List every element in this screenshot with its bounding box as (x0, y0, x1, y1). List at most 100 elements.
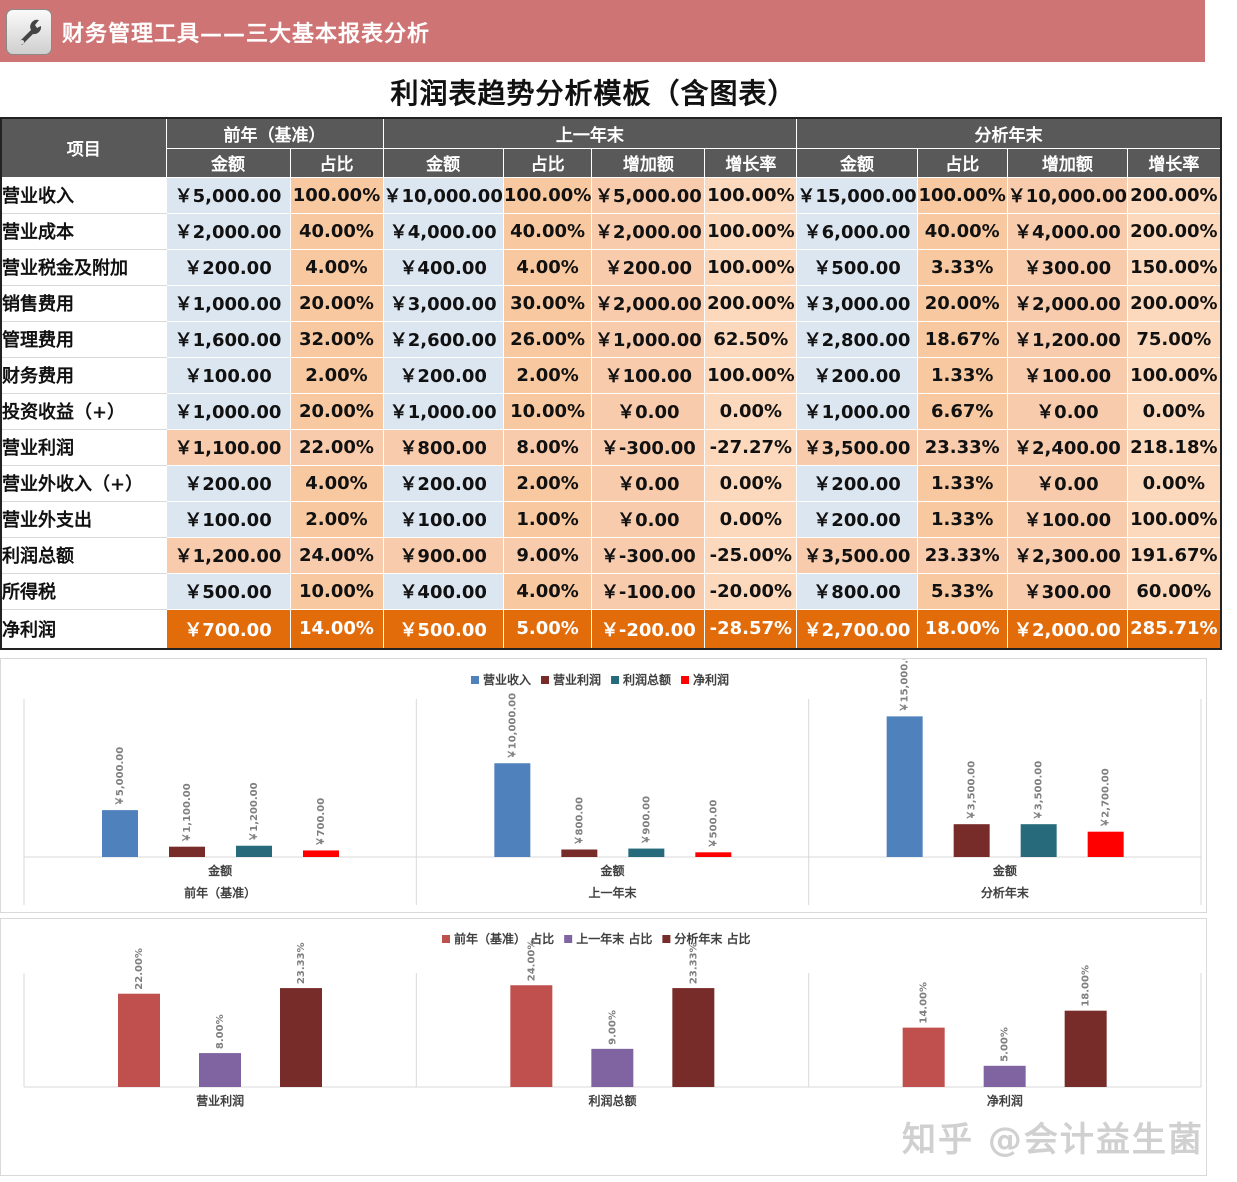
table-cell[interactable]: ￥400.00 (382, 572, 504, 610)
table-cell[interactable]: ￥0.00 (591, 392, 706, 430)
table-cell[interactable]: ￥100.00 (165, 356, 291, 394)
table-cell[interactable]: ￥100.00 (165, 500, 291, 538)
table-cell[interactable]: 3.33% (916, 248, 1008, 286)
table-cell[interactable]: ￥1,000.00 (165, 392, 291, 430)
table-cell[interactable]: 100.00% (916, 176, 1008, 214)
table-cell[interactable]: ￥100.00 (382, 500, 504, 538)
table-cell[interactable]: 200.00% (1127, 212, 1222, 250)
table-cell[interactable]: ￥1,000.00 (382, 392, 504, 430)
table-cell[interactable]: ￥4,000.00 (382, 212, 504, 250)
table-cell[interactable]: 0.00% (704, 392, 798, 430)
table-cell[interactable]: ￥2,000.00 (165, 212, 291, 250)
table-cell[interactable]: -25.00% (704, 536, 798, 574)
table-cell[interactable]: 23.33% (916, 536, 1008, 574)
table-cell[interactable]: 10.00% (289, 572, 384, 610)
table-cell[interactable]: 24.00% (289, 536, 384, 574)
table-cell[interactable]: 20.00% (289, 284, 384, 322)
table-cell[interactable]: 4.00% (289, 464, 384, 502)
table-cell[interactable]: 62.50% (704, 320, 798, 358)
table-cell[interactable]: 100.00% (704, 176, 798, 214)
table-cell[interactable]: 8.00% (502, 428, 593, 466)
table-cell[interactable]: ￥2,800.00 (796, 320, 918, 358)
table-cell[interactable]: 23.33% (916, 428, 1008, 466)
table-cell[interactable]: ￥3,000.00 (382, 284, 504, 322)
table-cell[interactable]: ￥0.00 (591, 500, 706, 538)
table-cell[interactable]: ￥200.00 (796, 356, 918, 394)
table-cell[interactable]: ￥800.00 (382, 428, 504, 466)
table-cell[interactable]: ￥3,500.00 (796, 428, 918, 466)
table-cell[interactable]: ￥200.00 (591, 248, 706, 286)
table-cell[interactable]: ￥400.00 (382, 248, 504, 286)
table-cell[interactable]: 100.00% (1127, 500, 1222, 538)
table-cell[interactable]: ￥2,600.00 (382, 320, 504, 358)
table-cell[interactable]: ￥1,600.00 (165, 320, 291, 358)
table-cell[interactable]: 40.00% (916, 212, 1008, 250)
table-cell[interactable]: ￥800.00 (796, 572, 918, 610)
table-cell[interactable]: 285.71% (1127, 608, 1222, 650)
table-cell[interactable]: 18.67% (916, 320, 1008, 358)
table-cell[interactable]: ￥5,000.00 (165, 176, 291, 214)
table-cell[interactable]: 2.00% (502, 464, 593, 502)
table-cell[interactable]: ￥2,700.00 (796, 608, 918, 650)
table-cell[interactable]: ￥100.00 (1006, 500, 1129, 538)
table-cell[interactable]: ￥2,000.00 (591, 212, 706, 250)
table-cell[interactable]: 200.00% (1127, 176, 1222, 214)
table-cell[interactable]: 0.00% (704, 500, 798, 538)
table-cell[interactable]: ￥1,000.00 (796, 392, 918, 430)
table-cell[interactable]: 100.00% (704, 212, 798, 250)
table-cell[interactable]: 9.00% (502, 536, 593, 574)
table-cell[interactable]: ￥300.00 (1006, 572, 1129, 610)
table-cell[interactable]: 4.00% (502, 572, 593, 610)
table-cell[interactable]: 18.00% (916, 608, 1008, 650)
table-cell[interactable]: 150.00% (1127, 248, 1222, 286)
table-cell[interactable]: ￥-100.00 (591, 572, 706, 610)
table-cell[interactable]: ￥-300.00 (591, 428, 706, 466)
table-cell[interactable]: 218.18% (1127, 428, 1222, 466)
table-cell[interactable]: 5.33% (916, 572, 1008, 610)
table-cell[interactable]: ￥2,300.00 (1006, 536, 1129, 574)
table-cell[interactable]: 5.00% (502, 608, 593, 650)
table-cell[interactable]: 40.00% (502, 212, 593, 250)
table-cell[interactable]: ￥2,000.00 (591, 284, 706, 322)
table-cell[interactable]: ￥100.00 (591, 356, 706, 394)
table-cell[interactable]: ￥500.00 (165, 572, 291, 610)
wrench-icon[interactable] (6, 9, 52, 55)
table-cell[interactable]: 200.00% (704, 284, 798, 322)
table-cell[interactable]: ￥1,200.00 (165, 536, 291, 574)
table-cell[interactable]: ￥3,500.00 (796, 536, 918, 574)
table-cell[interactable]: ￥6,000.00 (796, 212, 918, 250)
table-cell[interactable]: ￥200.00 (796, 464, 918, 502)
table-cell[interactable]: ￥1,200.00 (1006, 320, 1129, 358)
table-cell[interactable]: ￥100.00 (1006, 356, 1129, 394)
table-cell[interactable]: 0.00% (704, 464, 798, 502)
table-cell[interactable]: ￥0.00 (1006, 392, 1129, 430)
table-cell[interactable]: 60.00% (1127, 572, 1222, 610)
table-cell[interactable]: ￥200.00 (382, 464, 504, 502)
table-cell[interactable]: 100.00% (502, 176, 593, 214)
table-cell[interactable]: 6.67% (916, 392, 1008, 430)
table-cell[interactable]: 1.00% (502, 500, 593, 538)
table-cell[interactable]: 75.00% (1127, 320, 1222, 358)
table-cell[interactable]: 191.67% (1127, 536, 1222, 574)
table-cell[interactable]: 2.00% (289, 356, 384, 394)
table-cell[interactable]: ￥900.00 (382, 536, 504, 574)
table-cell[interactable]: 200.00% (1127, 284, 1222, 322)
table-cell[interactable]: ￥500.00 (796, 248, 918, 286)
table-cell[interactable]: ￥200.00 (165, 248, 291, 286)
table-cell[interactable]: 2.00% (502, 356, 593, 394)
table-cell[interactable]: ￥15,000.00 (796, 176, 918, 214)
table-cell[interactable]: ￥10,000.00 (1006, 176, 1129, 214)
table-cell[interactable]: 20.00% (289, 392, 384, 430)
table-cell[interactable]: ￥2,000.00 (1006, 608, 1129, 650)
table-cell[interactable]: 1.33% (916, 500, 1008, 538)
table-cell[interactable]: ￥1,000.00 (165, 284, 291, 322)
table-cell[interactable]: ￥-300.00 (591, 536, 706, 574)
table-cell[interactable]: 40.00% (289, 212, 384, 250)
table-cell[interactable]: ￥10,000.00 (382, 176, 504, 214)
table-cell[interactable]: 100.00% (704, 356, 798, 394)
table-cell[interactable]: -27.27% (704, 428, 798, 466)
table-cell[interactable]: -20.00% (704, 572, 798, 610)
table-cell[interactable]: 32.00% (289, 320, 384, 358)
table-cell[interactable]: ￥1,000.00 (591, 320, 706, 358)
table-cell[interactable]: ￥5,000.00 (591, 176, 706, 214)
